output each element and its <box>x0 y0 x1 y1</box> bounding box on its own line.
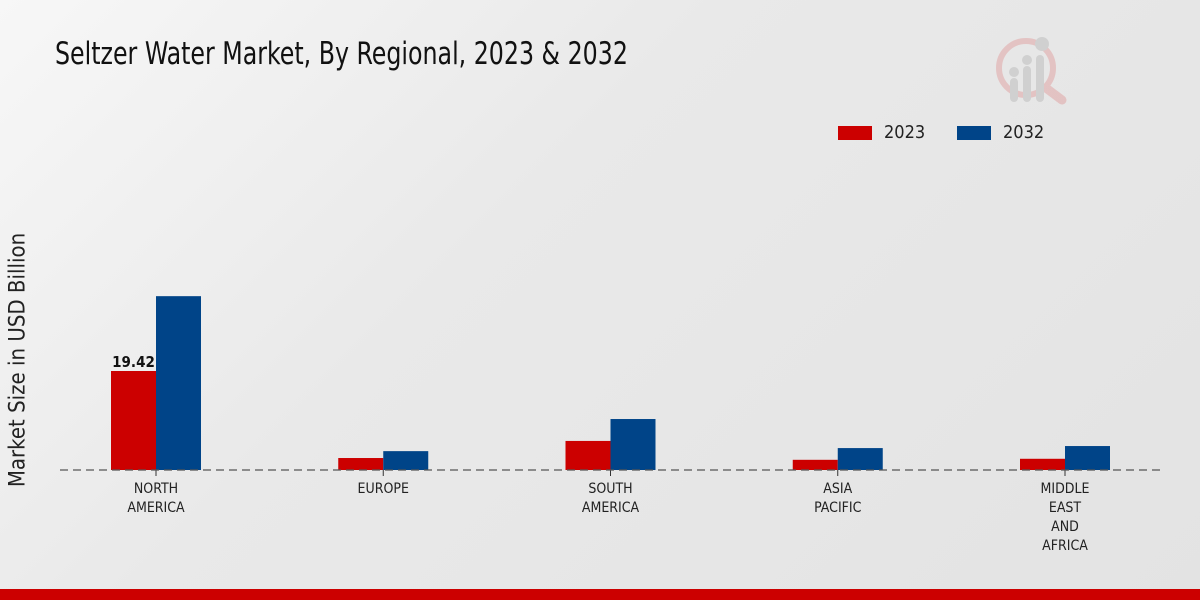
legend-swatch-2032 <box>957 125 991 140</box>
x-tick-label: ASIA <box>823 481 852 497</box>
data-label: 19.42 <box>112 353 155 371</box>
bottom-accent-bar <box>0 589 1200 600</box>
x-tick-label: EUROPE <box>358 481 409 497</box>
bar-2023-0 <box>111 371 156 470</box>
bar-2032-2 <box>610 419 656 470</box>
x-tick-label: PACIFIC <box>814 500 862 516</box>
x-tick-label: AMERICA <box>582 500 640 516</box>
x-tick-label: NORTH <box>134 481 178 497</box>
x-tick-label: MIDDLE <box>1041 481 1090 497</box>
legend-label-2032: 2032 <box>1003 122 1045 143</box>
chart-title: Seltzer Water Market, By Regional, 2023 … <box>55 36 628 72</box>
legend-swatch-2023 <box>838 125 872 140</box>
bar-2032-4 <box>1065 446 1110 470</box>
bar-2023-3 <box>792 459 838 470</box>
bar-2023-2 <box>565 440 611 470</box>
legend-label-2023: 2023 <box>884 122 926 143</box>
bar-2023-4 <box>1020 458 1065 470</box>
legend-item-2032: 2032 <box>957 122 1044 143</box>
bar-2032-0 <box>156 296 201 470</box>
x-tick-label: SOUTH <box>588 481 632 497</box>
x-tick-label: EAST <box>1049 500 1082 516</box>
x-tick-label: AFRICA <box>1042 538 1088 554</box>
x-tick-label: AMERICA <box>127 500 185 516</box>
bar-2032-3 <box>837 448 883 470</box>
bar-2032-1 <box>383 451 429 470</box>
bar-2023-1 <box>338 458 384 470</box>
legend-item-2023: 2023 <box>838 122 925 143</box>
x-tick-label: AND <box>1051 519 1079 535</box>
